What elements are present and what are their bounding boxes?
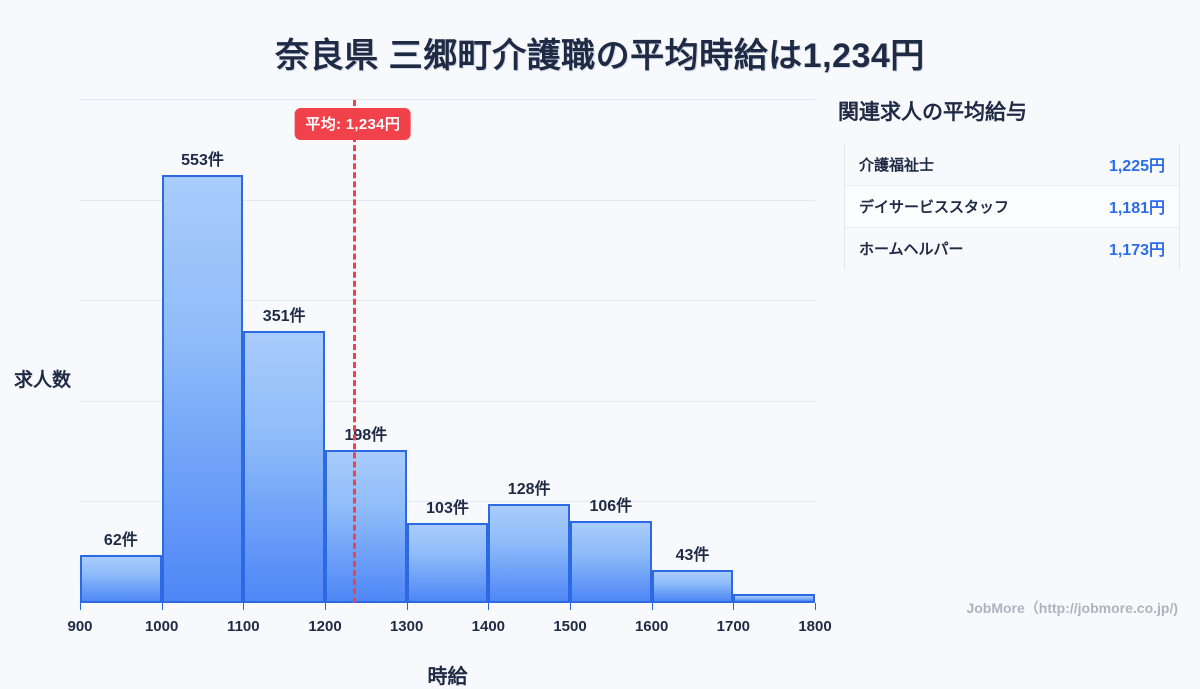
histogram-bar: [488, 503, 570, 603]
x-axis-tick-label: 1600: [634, 618, 669, 635]
y-axis-title: 求人数: [14, 370, 72, 391]
salary-row-value: 1,181円: [1108, 200, 1165, 217]
x-axis-tick-label: 1500: [553, 618, 587, 635]
bar-value-label: 351件: [262, 308, 306, 326]
x-axis-title: 時給: [427, 666, 468, 688]
source-watermark: JobMore（http://jobmore.co.jp/): [966, 600, 1178, 616]
gridline: [80, 300, 815, 302]
gridline: [80, 400, 815, 402]
histogram-bar: [243, 331, 325, 603]
x-axis-tick: [651, 603, 653, 610]
bar-value-label: 62件: [103, 532, 138, 550]
plot-area: 62件 553件 351件 198件 103件 128件 106件 43件 900 1000 110…: [67, 99, 832, 635]
histogram-bar: [325, 449, 407, 603]
salary-row-value: 1,173円: [1108, 242, 1165, 259]
x-axis-tick: [161, 603, 163, 610]
x-axis-tick-label: 1000: [144, 618, 179, 635]
gridline: [80, 99, 815, 100]
x-axis-tick-label: 1700: [716, 618, 751, 635]
bar-value-label: 128件: [507, 480, 551, 498]
x-axis-tick: [570, 603, 571, 610]
related-salary-title: 関連求人の平均給与: [838, 101, 1027, 124]
bar-value-label: 553件: [181, 152, 224, 170]
salary-row: デイサービススタッフ 1,181円: [845, 186, 1179, 228]
x-axis-tick: [325, 603, 326, 610]
salary-row-name: デイサービススタッフ: [859, 198, 1010, 216]
related-salary-panel: 関連求人の平均給与 介護福祉士 1,225円デイサービススタッフ 1,181円ホーム…: [838, 96, 1186, 269]
histogram-bar: [80, 555, 162, 603]
x-axis-tick-label: 900: [67, 618, 93, 635]
page-title: 奈良県 三郷町介護職の平均時給は1,234円: [275, 37, 925, 75]
bar-value-label: 103件: [426, 500, 469, 518]
histogram-chart: 求人数 62件 553件 351件 198件 103件 128件 106件 43件 900 100…: [0, 90, 840, 688]
x-axis-tick: [733, 603, 735, 610]
x-axis-tick: [406, 603, 408, 610]
gridline: [80, 199, 815, 201]
histogram-bar: [406, 523, 489, 603]
histogram-bar: [651, 569, 734, 603]
histogram-bar: [161, 175, 244, 603]
x-axis-tick: [488, 603, 490, 610]
average-line: [352, 100, 356, 603]
x-axis-tick-label: 1200: [308, 618, 342, 635]
bar-value-label: 198件: [344, 426, 388, 444]
salary-row: 介護福祉士 1,225円: [845, 144, 1179, 186]
salary-row-name: ホームヘルパー: [859, 240, 964, 258]
x-axis-tick-label: 1400: [471, 618, 506, 635]
x-axis-tick: [815, 603, 816, 610]
x-axis-tick-label: 1100: [227, 618, 260, 635]
x-axis-tick: [243, 603, 245, 610]
gridline: [80, 501, 815, 503]
salary-row-value: 1,225円: [1108, 158, 1165, 175]
average-badge: 平均: 1,234円: [294, 108, 412, 140]
bar-value-label: 106件: [589, 497, 633, 515]
bar-value-label: 43件: [675, 546, 710, 564]
x-axis-tick-label: 1300: [389, 618, 424, 635]
x-axis-tick-label: 1800: [798, 618, 832, 635]
histogram-bar: [570, 520, 652, 603]
salary-row-name: 介護福祉士: [859, 156, 935, 174]
histogram-bar: [733, 593, 815, 603]
related-salary-table: 介護福祉士 1,225円デイサービススタッフ 1,181円ホームヘルパー 1,173円: [844, 144, 1180, 269]
salary-row: ホームヘルパー 1,173円: [845, 228, 1179, 269]
x-axis-tick: [80, 603, 81, 610]
